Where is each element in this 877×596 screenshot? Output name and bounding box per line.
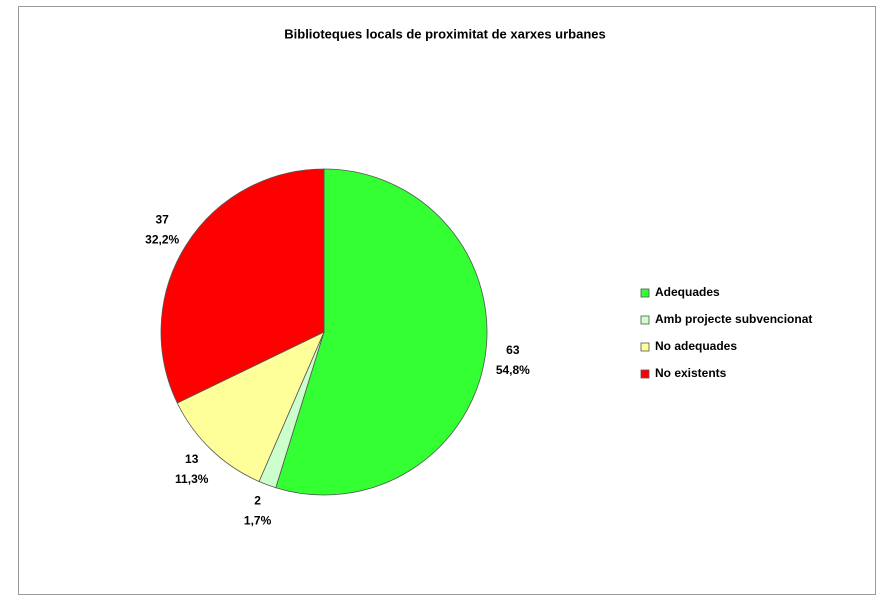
pie-slice <box>160 168 325 404</box>
legend-swatch <box>640 315 650 325</box>
share-label: 1,7% <box>244 513 272 527</box>
value-label: 2 <box>254 493 261 507</box>
share-label: 54,8% <box>496 363 530 377</box>
value-label: 37 <box>155 213 169 227</box>
legend-swatch <box>640 369 650 379</box>
value-label: 13 <box>185 452 199 466</box>
pie-slice <box>275 168 488 496</box>
share-label: 11,3% <box>175 472 209 486</box>
pie-slice <box>176 331 325 483</box>
legend-swatch <box>640 288 650 298</box>
legend-label: No existents <box>655 366 727 380</box>
legend-swatch <box>640 342 650 352</box>
value-label: 63 <box>506 343 520 357</box>
share-label: 32,2% <box>145 233 179 247</box>
chart-title: Biblioteques locals de proximitat de xar… <box>284 26 606 41</box>
legend-label: No adequades <box>655 339 737 353</box>
legend-label: Adequades <box>655 285 720 299</box>
legend-label: Amb projecte subvencionat <box>655 312 812 326</box>
